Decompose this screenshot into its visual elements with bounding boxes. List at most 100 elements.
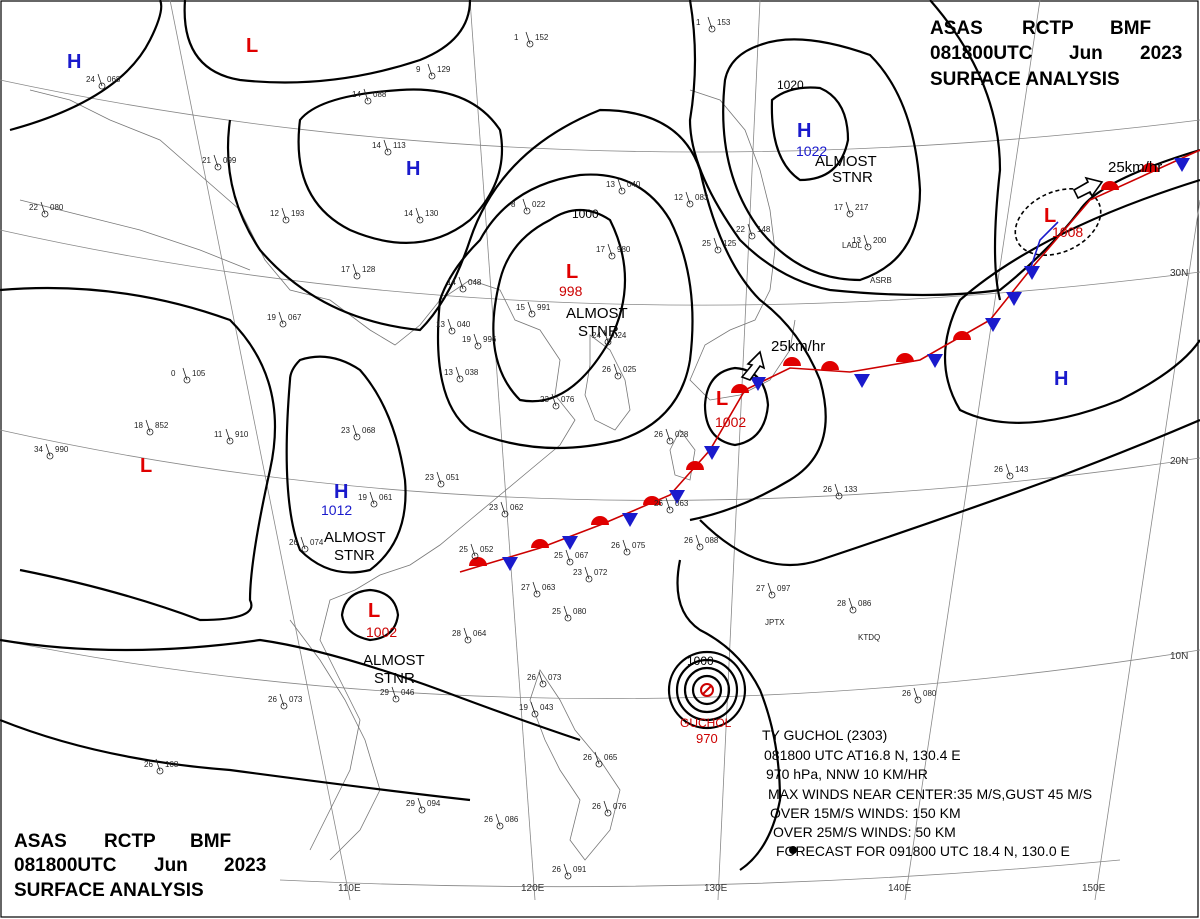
wind-barb-icon: [848, 597, 854, 611]
station-pressure: 072: [594, 568, 608, 577]
station-plot: 26 080: [902, 687, 937, 704]
low-taiwan-letter: L: [716, 388, 728, 410]
header-bottom-year: 2023: [224, 855, 266, 876]
low-south-status-1: ALMOST: [363, 652, 425, 669]
station-temperature: 28: [837, 599, 846, 608]
station-id-ladl: LADL: [842, 241, 863, 250]
station-temperature: 26: [592, 802, 601, 811]
station-plot: 13 200: [852, 234, 887, 251]
station-circle-icon: [301, 545, 309, 553]
wind-barb-icon: [607, 243, 613, 257]
typhoon-ring-1: [691, 674, 723, 706]
coastline-indochina: [289, 619, 381, 861]
high-east-letter: H: [1054, 368, 1068, 390]
typhoon-isobar-label: 1000: [687, 654, 714, 668]
station-circle-icon: [846, 210, 854, 218]
station-circle-icon: [280, 702, 288, 710]
station-circle-icon: [604, 809, 612, 817]
station-plot: 14 088: [352, 88, 387, 105]
cold-front-triangle-icon: [985, 318, 1001, 332]
station-circle-icon: [564, 614, 572, 622]
station-temperature: 14: [352, 90, 361, 99]
station-plot: 8 022: [511, 198, 546, 215]
wind-barb-icon: [563, 863, 569, 877]
typhoon-info-line-4: MAX WINDS NEAR CENTER:35 M/S,GUST 45 M/S: [768, 786, 1092, 802]
wind-barb-icon: [603, 329, 609, 343]
fronts: [459, 149, 1200, 573]
wind-barb-icon: [455, 366, 461, 380]
header-top-title: SURFACE ANALYSIS: [930, 69, 1120, 90]
wind-barb-icon: [913, 687, 919, 701]
station-pressure: 063: [542, 583, 556, 592]
station-plot: 27 063: [521, 581, 556, 598]
wind-barb-icon: [473, 333, 479, 347]
wind-barb-icon: [665, 428, 671, 442]
wind-barb-icon: [352, 424, 358, 438]
station-plot: 25 052: [459, 543, 494, 560]
station-plot: 23 076: [540, 393, 575, 410]
station-plot: 26 108: [144, 758, 179, 775]
isobar-north-lobe: [183, 0, 472, 84]
wind-barb-icon: [213, 154, 219, 168]
station-temperature: 34: [34, 445, 43, 454]
station-plot: 14 113: [372, 139, 406, 156]
wind-barb-icon: [145, 419, 151, 433]
station-plot: 23 068: [341, 424, 376, 441]
station-temperature: 13: [436, 320, 445, 329]
station-pressure: 061: [379, 493, 393, 502]
wind-barb-icon: [834, 483, 840, 497]
station-circle-icon: [696, 543, 704, 551]
cold-front-triangle-icon: [750, 377, 766, 391]
station-pressure: 148: [757, 225, 771, 234]
station-circle-icon: [474, 342, 482, 350]
station-circle-icon: [464, 636, 472, 644]
wind-barb-icon: [182, 367, 188, 381]
station-plot: 26 028: [654, 428, 689, 445]
station-pressure: 105: [192, 369, 206, 378]
station-circle-icon: [459, 285, 467, 293]
latitude-line-40n: [0, 79, 1200, 153]
typhoon-rings: [667, 650, 747, 730]
station-pressure: 052: [480, 545, 494, 554]
station-plot: 26 074: [289, 536, 324, 553]
station-id-asrb: ASRB: [870, 276, 892, 285]
isobar-long-west: [226, 108, 827, 522]
typhoon-info-line-5: OVER 15M/S WINDS: 150 KM: [770, 805, 961, 821]
station-plot: 18 852: [134, 419, 169, 436]
latitude-line-0: [279, 859, 1121, 888]
station-circle-icon: [539, 680, 547, 688]
isobar-north-h: [297, 88, 504, 244]
wind-barb-icon: [527, 301, 533, 315]
station-pressure: 076: [561, 395, 575, 404]
station-temperature: 26: [602, 365, 611, 374]
isobar-label-1000: 1000: [572, 207, 599, 221]
station-pressure: 990: [55, 445, 69, 454]
station-circle-icon: [864, 243, 872, 251]
wind-barb-icon: [863, 234, 869, 248]
station-pressure: 086: [505, 815, 519, 824]
header-top-asas: ASAS: [930, 18, 983, 39]
header-bottom-time: 081800UTC: [14, 855, 117, 876]
station-temperature: 27: [756, 584, 765, 593]
isobar-japan-outer: [722, 38, 922, 282]
low-south-letter: L: [368, 600, 380, 622]
latitude-line-10n: [0, 639, 1200, 699]
cold-front-triangle-icon: [622, 513, 638, 527]
station-circle-icon: [686, 200, 694, 208]
wind-barb-icon: [685, 191, 691, 205]
station-pressure: 046: [401, 688, 415, 697]
wind-barb-icon: [530, 701, 536, 715]
station-circle-icon: [708, 25, 716, 33]
station-plot: 9 129: [416, 63, 451, 80]
latitude-line-20n: [0, 429, 1200, 501]
station-circle-icon: [146, 428, 154, 436]
station-plot: 21 099: [202, 154, 237, 171]
cold-front-triangle-icon: [1006, 292, 1022, 306]
isobar-southwest: [0, 718, 471, 802]
cold-front-triangle-icon: [1174, 158, 1190, 172]
wind-barb-icon: [622, 539, 628, 553]
warm-front-semicircle-icon: [531, 539, 549, 548]
station-circle-icon: [384, 148, 392, 156]
station-pressure: 073: [289, 695, 303, 704]
wind-barb-icon: [281, 207, 287, 221]
